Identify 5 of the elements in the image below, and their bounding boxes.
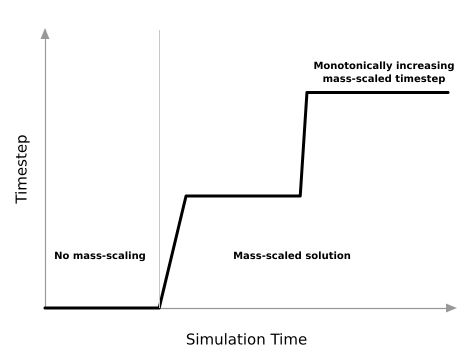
annotation: Mass-scaled solution [233,251,351,262]
text: Monotonically increasing mass-scaled timestep [313,61,455,85]
y-axis-title: Timestep [12,134,30,205]
annotation: No mass-scaling [54,251,146,262]
x-axis-title: Simulation Time [186,330,308,348]
